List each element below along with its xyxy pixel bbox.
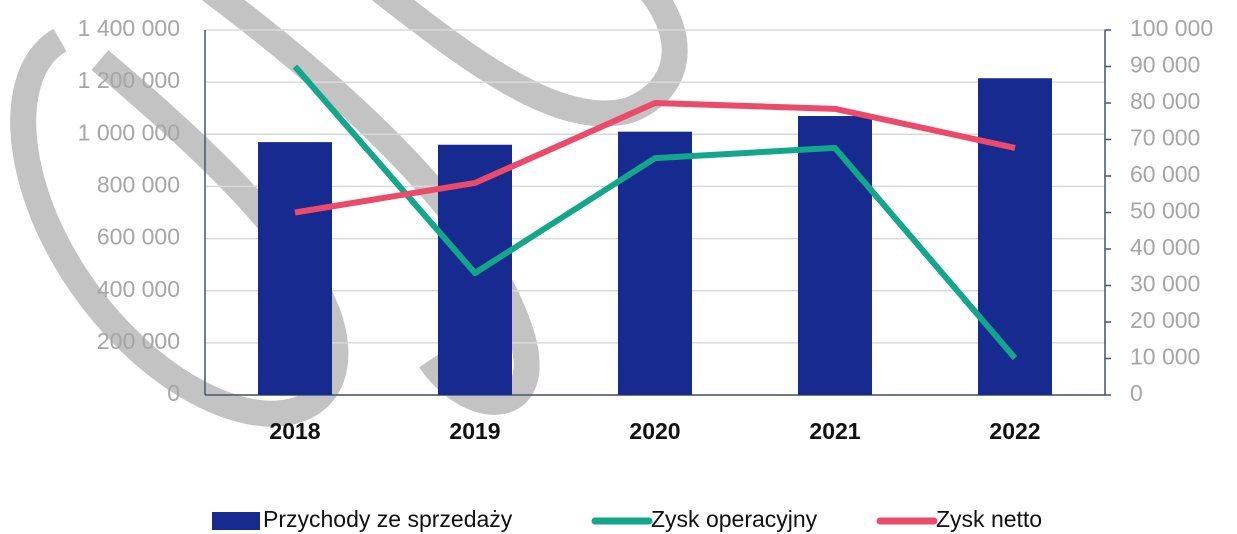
line [292,64,1018,361]
y-tick-label: 400 000 [97,276,180,302]
y-tick-label: 0 [167,380,180,406]
y2-tick-label: 40 000 [1130,234,1200,260]
x-tick-label: 2021 [809,418,860,444]
bar [258,142,332,395]
y-tick-label: 1 200 000 [78,67,180,93]
y2-tick-label: 50 000 [1130,198,1200,224]
x-tick-label: 2019 [449,418,500,444]
x-tick-label: 2018 [269,418,320,444]
y2-tick-label: 60 000 [1130,161,1200,187]
y2-tick-label: 80 000 [1130,88,1200,114]
y2-tick-label: 70 000 [1130,125,1200,151]
legend-label: Przychody ze sprzedaży [263,506,513,532]
bar [978,78,1052,395]
y-tick-label: 1 400 000 [78,15,180,41]
y2-tick-label: 10 000 [1130,344,1200,370]
y-tick-label: 200 000 [97,328,180,354]
y-tick-label: 600 000 [97,224,180,250]
legend-label: Zysk operacyjny [651,506,818,532]
line [294,100,1016,216]
labels: 0 200 000 400 000 600 000 800 000 1 000 000 1 … [78,15,1213,532]
legend-label: Zysk netto [936,506,1042,532]
y2-tick-label: 90 000 [1130,52,1200,78]
marks [258,64,1052,396]
bar [798,116,872,396]
x-tick-label: 2020 [629,418,680,444]
legend-swatch [212,512,260,530]
y2-tick-label: 20 000 [1130,307,1200,333]
y-tick-label: 800 000 [97,172,180,198]
y2-tick-label: 30 000 [1130,271,1200,297]
y2-tick-label: 100 000 [1130,15,1213,41]
x-tick-label: 2022 [989,418,1040,444]
y-tick-label: 1 000 000 [78,119,180,145]
y2-tick-label: 0 [1130,380,1143,406]
